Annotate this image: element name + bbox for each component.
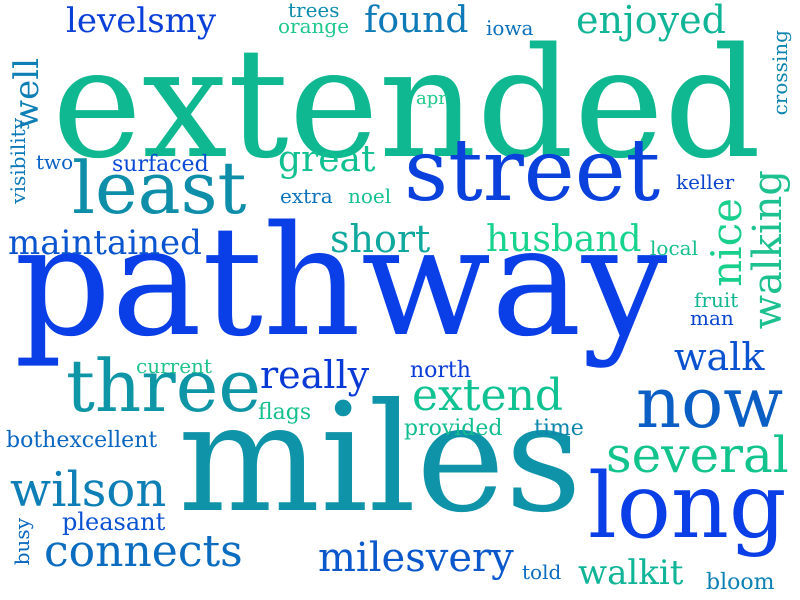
word-short: short: [330, 217, 431, 261]
word-busy: busy: [10, 518, 34, 566]
word-great: great: [278, 139, 376, 180]
word-found: found: [364, 0, 469, 41]
word-extended: extended: [52, 15, 762, 192]
word-current: current: [136, 354, 212, 378]
word-pleasant: pleasant: [62, 508, 166, 536]
word-now: now: [636, 362, 784, 444]
word-noel: noel: [348, 184, 392, 208]
word-husband: husband: [486, 219, 642, 260]
word-fruit: fruit: [694, 288, 739, 312]
word-man: man: [690, 306, 734, 330]
word-connects: connects: [44, 526, 243, 577]
word-least: least: [72, 146, 247, 230]
word-orange: orange: [278, 14, 350, 38]
word-two: two: [36, 150, 74, 174]
word-north: north: [410, 358, 471, 383]
word-street: street: [404, 121, 661, 221]
word-told: told: [522, 560, 562, 584]
word-apr: apr: [416, 88, 447, 109]
word-extra: extra: [280, 184, 333, 208]
word-trees: trees: [288, 0, 340, 22]
word-time: time: [534, 416, 584, 441]
word-walking: walking: [745, 170, 791, 330]
word-several: several: [606, 426, 789, 484]
word-bothexcellent: bothexcellent: [6, 428, 158, 453]
word-miles: miles: [178, 372, 582, 546]
word-levelsmy: levelsmy: [66, 1, 217, 41]
word-long: long: [588, 454, 787, 559]
word-crossing: crossing: [768, 30, 792, 116]
word-provided: provided: [404, 416, 503, 441]
word-local: local: [650, 236, 698, 260]
word-extend: extend: [412, 370, 564, 421]
word-iowa: iowa: [486, 16, 534, 40]
word-surfaced: surfaced: [112, 152, 209, 177]
word-pathway: pathway: [14, 193, 668, 370]
word-maintained: maintained: [8, 223, 202, 263]
word-walk: walk: [674, 335, 765, 379]
word-milesvery: milesvery: [318, 535, 514, 581]
word-enjoyed: enjoyed: [576, 0, 726, 42]
word-really: really: [260, 353, 370, 397]
word-walkit: walkit: [578, 553, 684, 593]
word-flags: flags: [258, 400, 312, 425]
word-wilson: wilson: [10, 462, 167, 518]
word-bloom: bloom: [706, 570, 775, 595]
word-visibility: visibility: [6, 118, 30, 204]
word-keller: keller: [676, 170, 735, 194]
word-nice: nice: [702, 198, 751, 287]
word-three: three: [66, 344, 261, 428]
